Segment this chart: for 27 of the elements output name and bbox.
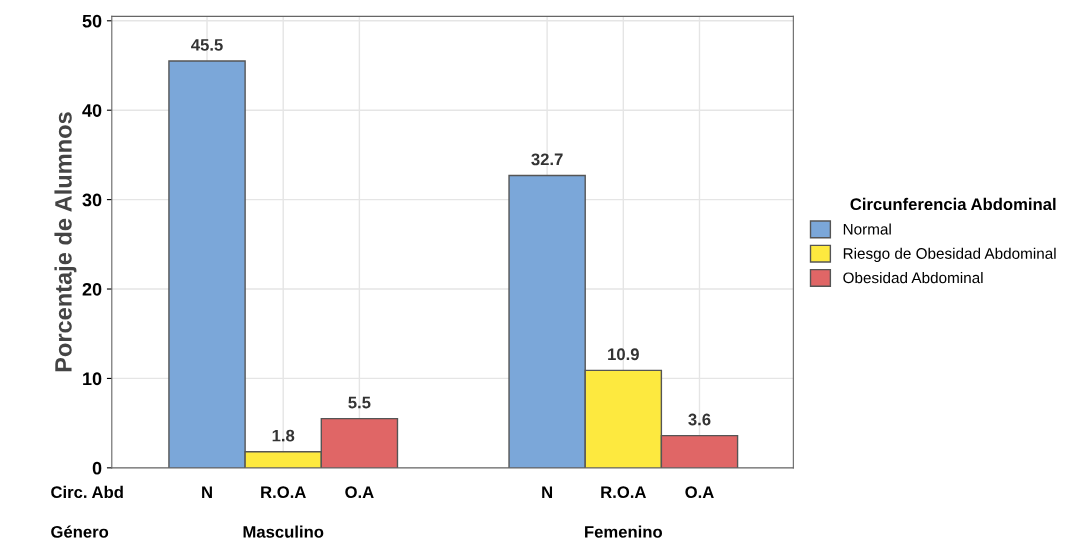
legend-title: Circunferencia Abdominal [850,197,1056,211]
y-tick-label: 40 [82,104,102,117]
legend-label: Obesidad Abdominal [843,272,983,284]
legend-label: Riesgo de Obesidad Abdominal [843,247,1056,262]
x-tick-label: Masculino [243,525,324,538]
y-axis-title: Porcentaje de Alumnos [54,112,77,372]
data-label: 1.8 [272,429,295,442]
text: N [202,486,212,498]
text: O.A [345,486,374,499]
y-tick-label: 0 [92,461,102,475]
y-tick-label: 50 [82,14,102,28]
legend-label: Normal [843,223,891,235]
text: Circ. Abd [51,485,123,499]
data-label: 45.5 [191,39,223,51]
text: R.O.A [601,486,647,499]
text: N [542,486,553,498]
data-label: 10.9 [608,348,639,361]
y-tick-label: 30 [82,193,102,207]
x-tick-label: Femenino [585,525,663,538]
data-label: 32.7 [531,153,563,166]
text: O.A [685,486,714,499]
y-tick-label: 20 [82,282,102,296]
text: R.O.A [261,486,306,499]
y-tick-label: 10 [83,372,102,386]
text: Género [51,525,109,538]
data-label: 5.5 [348,396,371,409]
data-label: 3.6 [688,413,711,426]
